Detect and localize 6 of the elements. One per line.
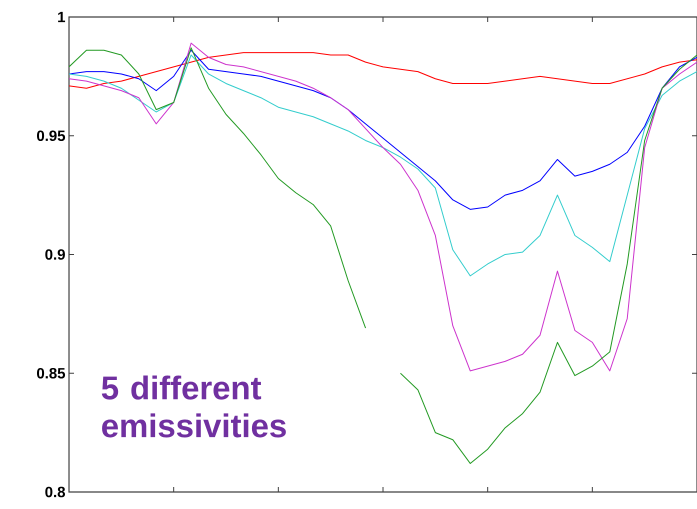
y-tick-label: 0.85 <box>37 368 66 379</box>
y-tick-label: 1 <box>58 12 66 22</box>
annotation: 5 different emissivities <box>102 375 286 438</box>
y-tick-label: 0.9 <box>45 249 65 260</box>
y-tick-label: 0.8 <box>45 486 66 498</box>
y-tick-label: 0.95 <box>37 130 66 142</box>
